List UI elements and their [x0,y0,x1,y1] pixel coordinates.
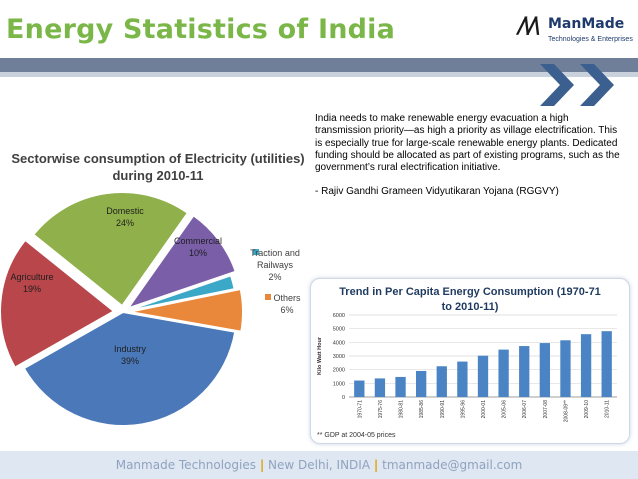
pie-chart: Industry 39% Agriculture 19% Domestic 24% Comm… [0,191,301,427]
quote-paragraph: India needs to make renewable energy eva… [315,113,620,174]
bar-y-tick-label: 6000 [333,313,345,319]
footer-company: Manmade Technologies [115,458,256,472]
bar [498,349,509,397]
bar [519,346,530,397]
pie-label: Commercial [174,236,222,246]
bar-y-axis-label: Kilo Watt Hour [317,336,323,375]
bar-chart-title-line2: to 2010-11) [441,301,499,313]
bar-chart-title-line1: Trend in Per Capita Energy Consumption (… [339,286,601,298]
footer-text: Manmade Technologies | New Delhi, INDIA … [0,458,638,472]
slide-header: Energy Statistics of India /\/\ ManMade … [0,0,638,58]
logo-name: ManMade [548,16,625,32]
logo-tagline: Technologies & Enterprises [548,36,633,43]
bar [416,370,427,397]
footer-location: New Delhi, INDIA [268,458,371,472]
bar-x-tick-label: 1975-76 [378,400,384,419]
pie-value-label: 39% [121,356,139,366]
footer-separator: | [259,458,265,472]
bar-chart-footnote: ** GDP at 2004-05 prices [317,432,396,439]
bar [354,380,365,397]
quote-block: India needs to make renewable energy eva… [315,113,625,199]
pie-slice-industry [22,310,237,427]
pie-chart-title: Sectorwise consumption of Electricity (u… [11,151,305,183]
bar [436,366,447,397]
bar-chart: 0 1000 2000 3000 4000 5000 6000 Kilo Watt Hour 1… [317,313,617,422]
pie-slice-domestic [31,191,190,308]
footer-separator: | [373,458,379,472]
pie-label: Agriculture [10,272,53,282]
pie-label: Domestic [106,206,144,216]
slide-title: Energy Statistics of India [6,14,396,45]
bar-x-tick-label: 2005-06 [502,400,508,419]
bar [374,378,386,397]
bar-x-tick-label: 2007-08 [543,400,549,419]
pie-slice-traction-and-railways [122,273,236,313]
bar-x-tick-label: 2000-01 [481,400,487,419]
logo-mark: /\/\ [518,14,541,39]
pie-label: Others [273,293,301,303]
bar [560,340,571,397]
bar-x-tick-label: 1990-91 [440,400,446,419]
bar-chart-panel: Trend in Per Capita Energy Consumption (… [310,278,630,444]
pie-value-label: 2% [268,272,281,282]
bar-x-tick-label: 1970-71 [357,400,363,419]
bar-y-tick-label: 2000 [333,368,345,374]
bar [601,331,612,397]
bar [477,355,489,397]
bar [580,334,592,397]
bar-x-tick-label: 2006-07 [522,400,528,419]
slide-footer: Manmade Technologies | New Delhi, INDIA … [0,451,638,479]
pie-label: Traction and [250,248,300,258]
pie-value-label: 19% [23,284,41,294]
pie-legend-marker [253,249,259,255]
bar-y-tick-label: 1000 [333,381,345,387]
footer-email[interactable]: tmanmade@gmail.com [382,458,523,472]
bar [395,376,406,397]
bar-x-tick-label: 2009-10 [584,400,590,419]
bar [539,343,550,397]
pie-label: Industry [114,344,147,354]
bar-x-tick-label: 1980-81 [399,400,405,419]
bar-x-tick-label: 1995-96 [460,400,466,419]
chevron-right-icon [540,64,614,106]
quote-attribution: - Rajiv Gandhi Grameen Vidyutikaran Yoja… [315,186,559,198]
pie-slice-others [128,287,244,333]
pie-slice-agriculture [0,238,116,369]
pie-label: Railways [257,260,294,270]
header-band-light [0,72,638,77]
bar-x-tick-label: 1985-86 [419,400,425,419]
header-band [0,58,638,72]
pie-value-label: 6% [280,305,293,315]
pie-slice-commercial [125,213,237,311]
pie-value-label: 10% [189,248,207,258]
bar-x-tick-label: 2008-09** [563,400,569,422]
pie-value-label: 24% [116,218,134,228]
bar-y-tick-label: 3000 [333,354,345,360]
bar-chart-title: Trend in Per Capita Energy Consumption (… [311,285,629,315]
bar-y-tick-label: 0 [342,395,345,401]
bar-y-tick-label: 5000 [333,327,345,333]
bar [457,361,468,397]
pie-legend-marker [265,294,271,300]
bar-x-tick-label: 2010-11 [605,400,611,418]
company-logo: /\/\ ManMade Technologies & Enterprises [518,14,633,48]
bar-y-tick-label: 4000 [333,340,345,346]
